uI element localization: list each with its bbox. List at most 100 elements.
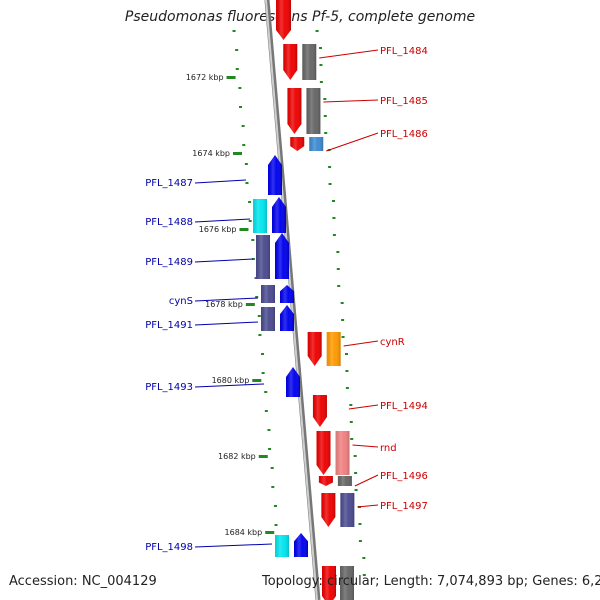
tick-dot	[255, 296, 259, 298]
tick-dot	[340, 302, 344, 304]
cog-category-bar-shade	[340, 493, 355, 527]
reverse-gene-leader	[194, 179, 247, 184]
genome-summary-text: Topology: circular; Length: 7,074,893 bp…	[262, 574, 600, 589]
reverse-gene-label: PFL_1487	[145, 178, 193, 189]
tick-dot	[350, 438, 354, 440]
forward-gene-leader	[326, 132, 379, 152]
tick-dot	[345, 387, 349, 389]
forward-gene-arrow	[287, 88, 302, 134]
reverse-gene-leader	[194, 321, 259, 326]
cog-category-bar-shade	[275, 535, 289, 557]
tick-dot	[349, 421, 353, 423]
reverse-gene-arrow-shade	[280, 305, 294, 331]
forward-gene-leader	[319, 49, 379, 59]
forward-gene-arrow-shade	[307, 332, 322, 366]
reverse-gene-arrow-shade	[286, 367, 300, 397]
scale-label: 1674 kbp	[192, 149, 230, 158]
tick-dot	[274, 524, 278, 526]
reverse-gene-leader	[194, 383, 265, 388]
tick-dot	[332, 200, 335, 202]
forward-gene-arrow	[316, 431, 331, 475]
tick-dot	[273, 505, 277, 507]
tick-dot	[353, 455, 357, 457]
scale-label: 1682 kbp	[218, 452, 256, 461]
cog-category-bar-shade	[335, 431, 350, 475]
tick-dot	[328, 166, 332, 168]
forward-gene-arrow	[312, 395, 327, 427]
tick-dot	[268, 448, 272, 450]
tick-dot	[235, 49, 239, 51]
scale-tick	[239, 228, 249, 231]
tick-dot	[235, 68, 239, 70]
tick-dot	[251, 258, 255, 260]
reverse-gene-arrow	[280, 285, 294, 303]
tick-dot	[336, 268, 340, 270]
gene-arrow-partial-bottom	[322, 566, 336, 600]
forward-gene-leader	[354, 474, 379, 487]
reverse-gene-arrow-shade	[272, 197, 286, 233]
tick-dot	[238, 87, 242, 89]
tick-dot	[264, 391, 268, 393]
tick-dot	[267, 429, 271, 431]
tick-dot	[324, 132, 328, 134]
scale-tick	[226, 76, 236, 79]
cog-category-bar-shade	[261, 307, 275, 331]
reverse-gene-leader	[194, 218, 251, 223]
forward-gene-label: PFL_1496	[380, 471, 428, 482]
tick-dot	[319, 81, 323, 83]
forward-gene-label: PFL_1484	[380, 46, 428, 57]
forward-gene-arrow-shade	[318, 476, 333, 486]
forward-gene-arrow	[283, 44, 298, 80]
reverse-gene-label: PFL_1491	[145, 320, 193, 331]
tick-dot	[323, 98, 327, 100]
tick-dot	[318, 47, 322, 49]
cog-category-bar-shade	[261, 285, 275, 303]
tick-dot	[337, 285, 341, 287]
tick-dot	[271, 486, 275, 488]
tick-dot	[244, 163, 248, 165]
tick-dot	[336, 251, 340, 253]
gene-arrow-partial-bottom-shade	[322, 566, 336, 600]
tick-dot	[264, 410, 268, 412]
reverse-gene-arrow-shade	[280, 285, 294, 303]
tick-dot	[354, 472, 358, 474]
forward-gene-arrow-shade	[283, 44, 298, 80]
forward-gene-label: PFL_1497	[380, 501, 428, 512]
cog-category-bar-shade	[309, 137, 324, 151]
tick-dot	[362, 574, 366, 576]
tick-dot	[239, 106, 243, 108]
tick-dot	[257, 315, 261, 317]
forward-gene-arrow	[321, 493, 336, 527]
tick-dot	[261, 372, 265, 374]
tick-dot	[341, 319, 345, 321]
tick-dot	[319, 64, 323, 66]
forward-gene-arrow-shade	[287, 88, 302, 134]
forward-gene-label: cynR	[380, 337, 405, 348]
forward-gene-arrow-shade	[321, 493, 336, 527]
forward-gene-label: PFL_1494	[380, 401, 428, 412]
tick-dot	[241, 125, 245, 127]
reverse-gene-arrow	[268, 155, 282, 195]
tick-dot	[251, 239, 255, 241]
tick-dot	[258, 334, 262, 336]
forward-gene-label: PFL_1485	[380, 96, 428, 107]
tick-dot	[270, 467, 274, 469]
forward-gene-arrow-shade	[316, 431, 331, 475]
gene-arrow-partial-top	[276, 0, 291, 40]
tick-dot	[315, 30, 319, 32]
reverse-gene-leader	[194, 543, 273, 548]
forward-gene-arrow	[318, 476, 333, 486]
forward-gene-leader	[352, 444, 379, 448]
cog-category-bar-shade	[340, 566, 354, 600]
scale-tick	[245, 303, 255, 306]
tick-dot	[245, 182, 249, 184]
forward-gene-arrow-shade	[290, 137, 305, 151]
reverse-gene-label: PFL_1498	[145, 542, 193, 553]
reverse-gene-arrow	[294, 533, 308, 557]
forward-gene-leader	[357, 504, 379, 508]
reverse-gene-label: cynS	[169, 296, 193, 307]
cog-category-bar-shade	[256, 235, 270, 279]
forward-gene-leader	[348, 404, 379, 410]
